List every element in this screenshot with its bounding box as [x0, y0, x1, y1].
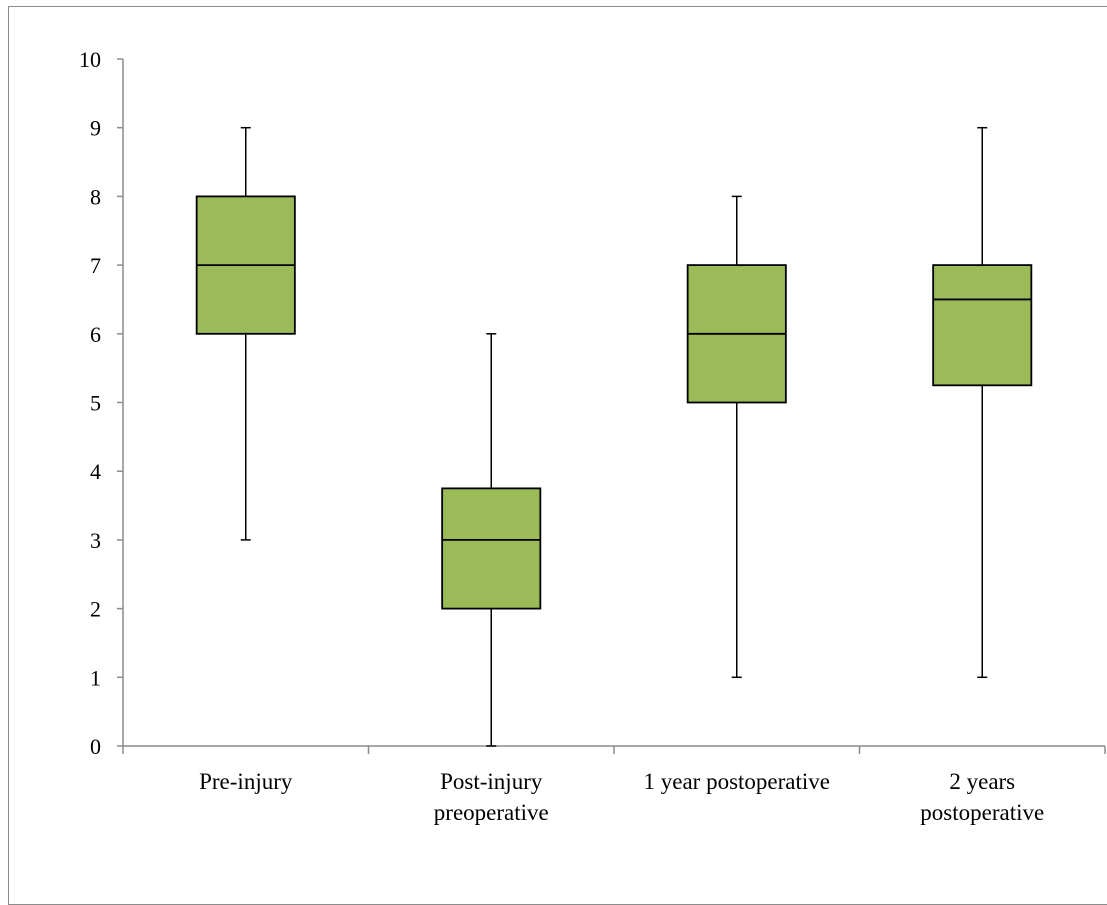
- x-category-label-line: 1 year postoperative: [644, 769, 830, 794]
- boxes-group: [195, 126, 1033, 747]
- box-3: [686, 195, 787, 679]
- x-axis-ticks: [122, 746, 1106, 754]
- y-tick-label: 9: [90, 116, 101, 141]
- y-tick-label: 5: [90, 391, 101, 416]
- category-labels: Pre-injury Post-injury preoperative 1 year …: [199, 769, 1044, 825]
- x-category-label: 1 year postoperative: [644, 769, 830, 794]
- chart-frame: [8, 6, 1107, 905]
- y-tick-label: 7: [90, 253, 101, 278]
- x-category-label-line: preoperative: [434, 800, 549, 825]
- x-category-label-line: 2 years: [949, 769, 1015, 794]
- y-tick-label: 8: [90, 184, 101, 209]
- box-iqr: [932, 264, 1033, 387]
- y-tick-label: 4: [90, 459, 101, 484]
- x-category-label-line: Post-injury: [440, 769, 543, 794]
- x-category-label: Pre-injury: [199, 769, 293, 794]
- box-1: [195, 126, 296, 541]
- x-category-label-line: postoperative: [920, 800, 1044, 825]
- x-category-label-line: Pre-injury: [199, 769, 293, 794]
- box-2: [441, 333, 542, 747]
- x-category-label: Post-injury preoperative: [434, 769, 549, 825]
- box-iqr: [441, 487, 542, 610]
- y-tick-label: 3: [90, 528, 101, 553]
- y-tick-label: 0: [90, 734, 101, 759]
- y-tick-label: 2: [90, 597, 101, 622]
- box-4: [932, 126, 1033, 679]
- y-tick-label: 10: [79, 47, 101, 72]
- y-tick-label: 1: [90, 665, 101, 690]
- y-axis-ticks: 0 1 2 3 4 5 6 7 8 9 10: [79, 47, 123, 759]
- x-category-label: 2 years postoperative: [920, 769, 1044, 825]
- y-tick-label: 6: [90, 322, 101, 347]
